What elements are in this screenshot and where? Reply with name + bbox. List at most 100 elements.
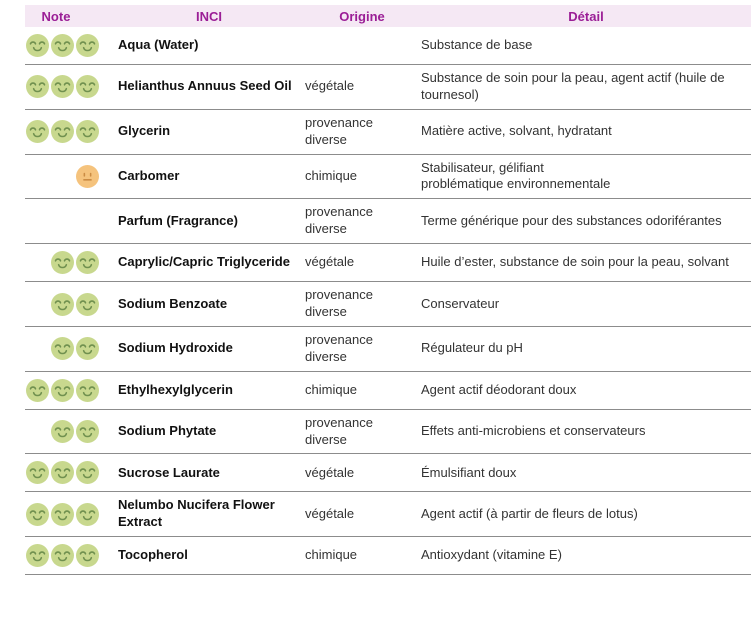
detail-text: Conservateur (421, 295, 500, 311)
smiley-happy-icon (51, 75, 74, 99)
smiley-happy-icon (51, 120, 74, 144)
origine-value: chimique (305, 168, 358, 183)
smiley-happy-icon (51, 378, 74, 402)
detail-text: Matière active, solvant, hydratant (421, 123, 612, 139)
smiley-happy-icon (51, 292, 74, 316)
note-rating-cell (25, 164, 115, 188)
detail-text: Substance de soin pour la peau, agent ac… (421, 70, 725, 102)
detail-text: Émulsifiant doux (421, 464, 517, 480)
detail-text: Huile d’ester, substance de soin pour la… (421, 254, 729, 270)
table-row[interactable]: Sodium Benzoate provenance diverse Conserv… (25, 282, 751, 327)
smiley-happy-icon (76, 378, 99, 402)
inci-name: Helianthus Annuus Seed Oil (118, 78, 292, 94)
smiley-happy-icon (51, 502, 74, 526)
smiley-neutral-icon (76, 164, 99, 188)
ingredient-table: Note INCI Origine Détail Aqua (Water) Sub… (25, 5, 751, 576)
inci-name: Sodium Benzoate (118, 295, 228, 311)
detail-text: Agent actif (à partir de fleurs de lotus… (421, 505, 638, 521)
origine-value: végétale (305, 464, 355, 480)
smiley-happy-icon (76, 292, 99, 316)
table-row[interactable]: Tocopherol chimique Antioxydant (vitamine … (25, 537, 751, 576)
smiley-happy-icon (51, 461, 74, 485)
table-row[interactable]: Carbomer chimique Stabilisateur, gélifiant… (25, 155, 751, 200)
origine-value: provenance diverse (305, 114, 373, 147)
smiley-happy-icon (76, 75, 99, 99)
inci-name: Carbomer (118, 168, 180, 183)
note-rating-cell (25, 420, 115, 444)
smiley-happy-icon (76, 251, 99, 275)
detail-text: Terme générique pour des substances odor… (421, 212, 722, 228)
table-row[interactable]: Parfum (Fragrance) provenance diverse Term… (25, 199, 751, 245)
note-rating-cell (25, 75, 115, 99)
origine-value: provenance diverse (305, 204, 373, 237)
note-rating-cell (25, 378, 115, 402)
note-rating-cell (25, 461, 115, 485)
smiley-happy-icon (76, 420, 99, 444)
smiley-happy-icon (26, 461, 49, 485)
smiley-happy-icon (76, 502, 99, 526)
inci-name: Ethylhexylglycerin (118, 381, 233, 397)
note-rating-cell (25, 337, 115, 361)
table-body: Aqua (Water) Substance de base Helianthus … (25, 27, 751, 576)
smiley-happy-icon (76, 461, 99, 485)
smiley-happy-icon (26, 502, 49, 526)
inci-name: Nelumbo Nucifera Flower Extract (118, 497, 275, 530)
inci-name: Aqua (Water) (118, 37, 199, 53)
smiley-happy-icon (51, 34, 74, 57)
inci-name: Tocopherol (118, 547, 188, 563)
column-header-inci: INCI (196, 8, 222, 24)
inci-name: Sucrose Laurate (118, 464, 220, 480)
table-row[interactable]: Nelumbo Nucifera Flower Extract végétale A… (25, 492, 751, 538)
origine-value: végétale (305, 505, 355, 521)
note-rating-cell (25, 251, 115, 275)
detail-text: Régulateur du pH (421, 340, 523, 356)
note-rating-cell (25, 120, 115, 144)
detail-text: Substance de base (421, 37, 533, 53)
inci-name: Glycerin (118, 123, 171, 139)
smiley-happy-icon (26, 378, 49, 402)
note-rating-cell (25, 502, 115, 526)
origine-value: chimique (305, 547, 358, 563)
smiley-happy-icon (51, 420, 74, 444)
note-rating-cell (25, 34, 115, 57)
smiley-happy-icon (26, 34, 49, 57)
table-row[interactable]: Aqua (Water) Substance de base (25, 27, 751, 65)
origine-value: provenance diverse (305, 287, 373, 320)
table-row[interactable]: Sodium Phytate provenance diverse Effets a… (25, 410, 751, 455)
table-header: Note INCI Origine Détail (25, 5, 751, 27)
detail-text: Antioxydant (vitamine E) (421, 547, 562, 563)
table-row[interactable]: Glycerin provenance diverse Matière active… (25, 110, 751, 155)
inci-name: Sodium Hydroxide (118, 340, 233, 356)
origine-value: végétale (305, 78, 355, 94)
smiley-happy-icon (76, 120, 99, 144)
detail-text: Stabilisateur, gélifiant problématique e… (421, 159, 611, 192)
origine-value: provenance diverse (305, 331, 373, 364)
smiley-happy-icon (26, 120, 49, 144)
smiley-happy-icon (51, 251, 74, 275)
inci-name: Caprylic/Capric Triglyceride (118, 254, 290, 270)
detail-text: Agent actif déodorant doux (421, 381, 577, 397)
column-header-note: Note (41, 8, 71, 24)
note-rating-cell (25, 292, 115, 316)
smiley-happy-icon (76, 544, 99, 568)
inci-name: Parfum (Fragrance) (118, 212, 238, 228)
origine-value: chimique (305, 381, 358, 397)
table-row[interactable]: Helianthus Annuus Seed Oil végétale Substa… (25, 65, 751, 110)
column-header-origine: Origine (339, 8, 385, 24)
inci-name: Sodium Phytate (118, 423, 217, 439)
detail-text: Effets anti-microbiens et conservateurs (421, 423, 646, 439)
table-row[interactable]: Sodium Hydroxide provenance diverse Régula… (25, 327, 751, 372)
smiley-happy-icon (76, 337, 99, 361)
origine-value: provenance diverse (305, 414, 373, 447)
column-header-detail: Détail (568, 8, 604, 24)
note-rating-cell (25, 544, 115, 568)
smiley-happy-icon (51, 544, 74, 568)
smiley-happy-icon (26, 544, 49, 568)
smiley-happy-icon (76, 34, 99, 57)
table-row[interactable]: Caprylic/Capric Triglyceride végétale Huil… (25, 244, 751, 283)
table-row[interactable]: Ethylhexylglycerin chimique Agent actif dé… (25, 372, 751, 410)
table-row[interactable]: Sucrose Laurate végétale Émulsifiant doux (25, 454, 751, 493)
origine-value: végétale (305, 254, 355, 270)
smiley-happy-icon (51, 337, 74, 361)
smiley-happy-icon (26, 75, 49, 99)
